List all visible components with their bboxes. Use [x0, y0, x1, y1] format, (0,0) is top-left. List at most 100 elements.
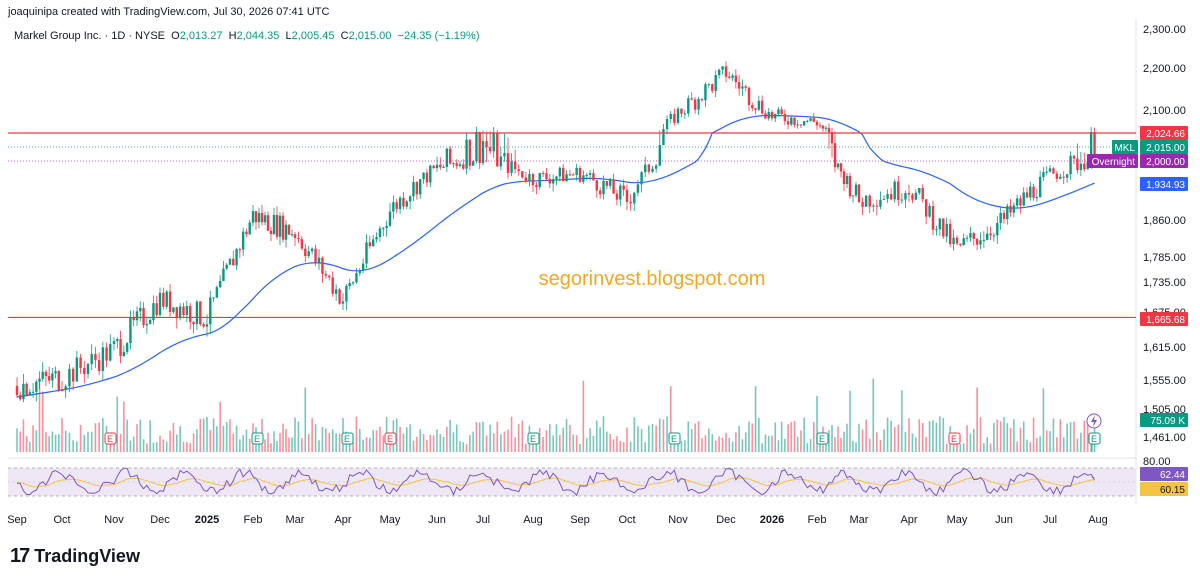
earnings-marker-label: E — [819, 434, 825, 444]
rsi-axis-tick: 80.00 — [1143, 456, 1171, 468]
candle-body — [605, 181, 609, 186]
last-price-tag-bg — [1140, 140, 1188, 154]
candle-body — [662, 129, 665, 146]
candle-body — [468, 139, 472, 166]
candle-body — [375, 236, 378, 240]
volume-bar — [382, 435, 385, 452]
volume-bar — [767, 435, 770, 452]
candle-body — [921, 188, 924, 200]
candle-body — [272, 214, 276, 235]
candle-body — [395, 202, 398, 209]
volume-bar — [301, 438, 303, 452]
candle-body — [119, 339, 122, 356]
candle-body — [129, 317, 132, 344]
candle-body — [205, 324, 209, 327]
x-axis-label: Oct — [53, 514, 70, 526]
volume-bar — [780, 421, 783, 452]
volume-bar — [35, 430, 38, 452]
earnings-marker-label: E — [107, 434, 113, 444]
volume-bar — [116, 396, 119, 452]
candle-body — [209, 297, 212, 325]
candle-body — [175, 307, 178, 319]
volume-bar — [402, 433, 405, 452]
candle-body — [266, 215, 270, 231]
candle-body — [535, 185, 538, 188]
x-axis-label: Sep — [7, 514, 27, 526]
volume-bar — [999, 421, 1002, 452]
volume-bar — [232, 433, 235, 452]
candle-body — [321, 257, 324, 274]
candle-body — [86, 363, 90, 374]
candle-body — [721, 66, 724, 70]
candle-body — [448, 148, 452, 164]
volume-bar — [687, 421, 690, 452]
volume-bar — [602, 416, 605, 452]
candle-body — [35, 381, 38, 392]
candle-body — [492, 132, 495, 152]
candle-body — [1076, 158, 1079, 170]
volume-bar — [102, 418, 104, 452]
volume-bar — [264, 439, 266, 452]
candle-body — [842, 171, 846, 185]
volume-bar — [1091, 442, 1093, 452]
candle-body — [636, 184, 640, 193]
volume-bar — [29, 441, 31, 452]
candle-body — [857, 184, 861, 202]
candle-body — [992, 235, 996, 237]
candle-body — [275, 214, 279, 237]
volume-bar — [267, 432, 269, 452]
candle-body — [269, 230, 273, 235]
volume-bar — [915, 437, 917, 452]
volume-bar — [162, 439, 165, 452]
rsi-ma-tag-bg — [1140, 482, 1188, 496]
candle-body — [824, 127, 828, 129]
candle-body — [777, 109, 780, 114]
volume-bar — [697, 421, 700, 452]
volume-bar — [1032, 417, 1035, 452]
volume-bar — [969, 433, 972, 452]
volume-bar — [843, 431, 845, 452]
candle-body — [845, 175, 849, 185]
price-axis-tick: 1,615.00 — [1143, 342, 1186, 354]
candle-body — [568, 174, 572, 176]
volume-bar — [993, 422, 995, 452]
volume-bar — [784, 438, 786, 452]
volume-bar — [834, 437, 836, 452]
candle-body — [1006, 205, 1009, 220]
volume-bar — [809, 439, 812, 452]
x-axis-label: Nov — [668, 514, 688, 526]
candle-body — [1012, 205, 1016, 213]
volume-bar — [175, 434, 178, 452]
candle-body — [524, 177, 528, 181]
candle-body — [955, 237, 959, 244]
candle-body — [15, 385, 19, 396]
candle-body — [439, 164, 442, 168]
candle-body — [135, 311, 139, 321]
volume-bar — [735, 432, 737, 452]
volume-bar — [149, 420, 151, 452]
candle-body — [148, 320, 152, 324]
volume-bar — [432, 435, 435, 452]
rsi-tag-bg — [1140, 467, 1188, 481]
volume-bar — [395, 418, 398, 452]
volume-bar — [409, 424, 411, 452]
candle-body — [415, 182, 419, 195]
volume-bar — [655, 425, 657, 452]
candle-body — [545, 173, 548, 179]
volume-bar — [966, 425, 968, 452]
volume-bar — [449, 419, 451, 452]
volume-bar — [1052, 418, 1055, 452]
volume-bar — [422, 434, 425, 452]
volume-bar — [98, 422, 100, 452]
candle-body — [872, 205, 875, 207]
candle-body — [790, 117, 793, 125]
volume-bar — [64, 430, 67, 452]
volume-bar — [452, 432, 455, 452]
candle-body — [398, 197, 402, 209]
candle-body — [348, 283, 351, 286]
candle-body — [760, 100, 764, 114]
candle-body — [462, 164, 465, 169]
volume-bar — [545, 430, 548, 452]
high-value: 2,044.35 — [236, 30, 280, 42]
